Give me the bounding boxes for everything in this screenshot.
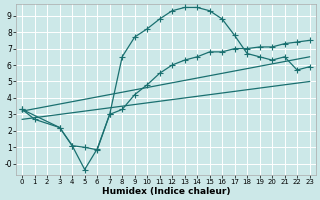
X-axis label: Humidex (Indice chaleur): Humidex (Indice chaleur): [102, 187, 230, 196]
